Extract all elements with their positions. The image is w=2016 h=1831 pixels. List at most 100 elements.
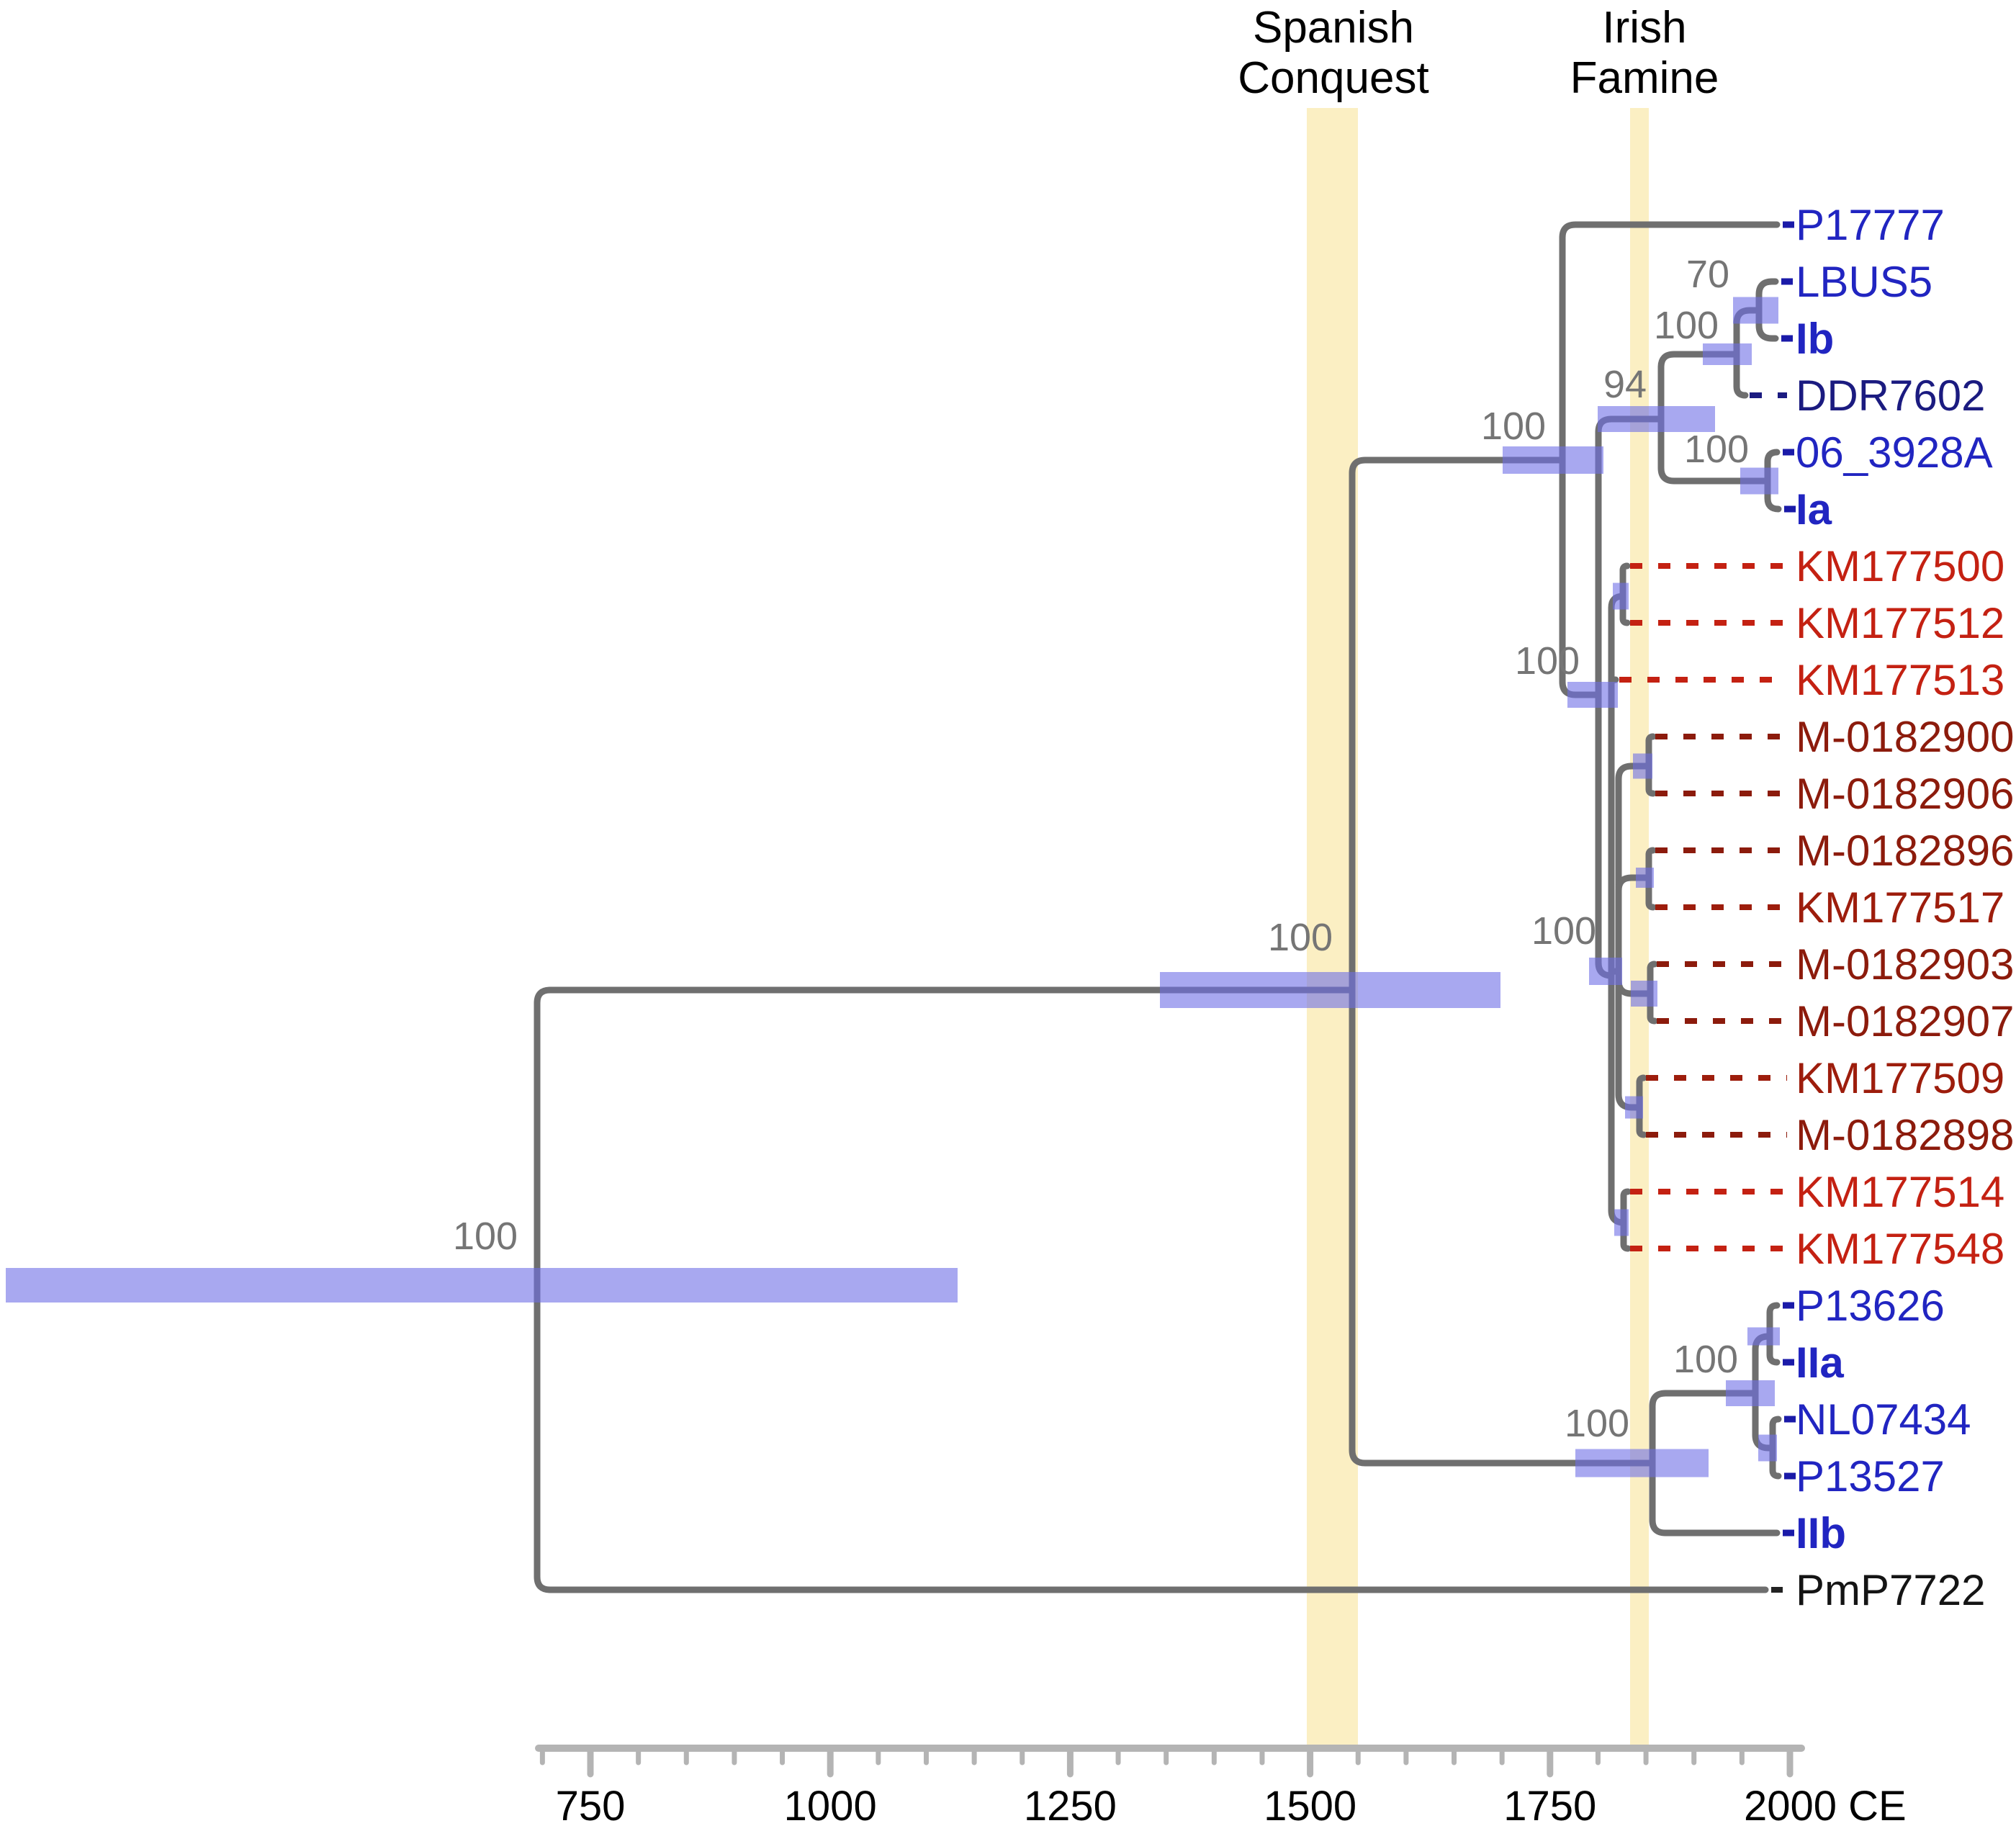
tip-label-pmp7722: PmP7722 xyxy=(1796,1566,1986,1614)
hpd-bar-nia xyxy=(1740,467,1778,495)
hpd-bar-pairnl xyxy=(1758,1434,1777,1462)
branch-tip-p13527 xyxy=(1769,1444,1782,1480)
branch-tip-iia xyxy=(1766,1333,1781,1366)
branch-tip-06-3928a xyxy=(1764,449,1781,485)
hpd-bar-n1 xyxy=(1613,582,1629,610)
tip-label-km177517: KM177517 xyxy=(1796,883,2004,932)
hpd-bar-n2a xyxy=(1633,753,1652,779)
branch-tip-lbus5 xyxy=(1755,278,1779,314)
tip-label-km177512: KM177512 xyxy=(1796,599,2004,647)
branch-cladei xyxy=(1349,456,1566,994)
branch-tip-m-0182898 xyxy=(1636,1104,1647,1138)
branch-tip-km177509 xyxy=(1636,1074,1647,1111)
tip-label-km177509: KM177509 xyxy=(1796,1054,2004,1102)
event-label-irish-famine: Irish Famine xyxy=(1414,3,1875,104)
axis-label-1500: 1500 xyxy=(1264,1783,1356,1830)
tip-label-km177514: KM177514 xyxy=(1796,1168,2004,1216)
branch-n2b xyxy=(1615,874,1652,975)
axis-label-2000: 2000 CE xyxy=(1744,1783,1907,1830)
tip-label-ddr7602: DDR7602 xyxy=(1796,372,1985,420)
hpd-bar-n2 xyxy=(1589,958,1622,985)
branch-nia xyxy=(1657,415,1771,485)
hpd-bar-n3 xyxy=(1614,1209,1629,1236)
tip-label-km177500: KM177500 xyxy=(1796,542,2004,590)
hpd-bar-n2c xyxy=(1631,981,1657,1007)
tip-label-km177548: KM177548 xyxy=(1796,1225,2004,1273)
tip-label-06-3928a: 06_3928A xyxy=(1796,428,1993,477)
support-label-n94: 94 xyxy=(1603,363,1647,406)
branch-tip-ia xyxy=(1764,477,1782,513)
branch-tip-m-0182903 xyxy=(1647,961,1658,997)
tip-label-km177513: KM177513 xyxy=(1796,656,2004,704)
event-label-line: Famine xyxy=(1570,53,1719,103)
hpd-bar-coreii xyxy=(1726,1380,1775,1406)
branch-nibgrp xyxy=(1657,351,1740,423)
hpd-bar-cladeii xyxy=(1575,1449,1709,1477)
branch-tip-iib xyxy=(1649,1459,1781,1537)
event-label-spanish-conquest: Spanish Conquest xyxy=(1103,3,1564,104)
tip-label-m-0182906: M-0182906 xyxy=(1796,770,2015,818)
branch-tip-km177514 xyxy=(1620,1188,1632,1226)
branch-tip-km177517 xyxy=(1645,874,1657,911)
hpd-bar-n2d xyxy=(1625,1096,1643,1119)
event-label-line: Conquest xyxy=(1238,53,1429,103)
branch-tip-ddr7602 xyxy=(1733,351,1749,399)
tip-label-m-0182907: M-0182907 xyxy=(1796,997,2015,1045)
branch-tip-km177548 xyxy=(1620,1219,1632,1252)
branch-tip-p13626 xyxy=(1766,1302,1781,1340)
branch-tip-km177513 xyxy=(1608,676,1619,979)
branch-tip-m-0182906 xyxy=(1645,762,1657,797)
support-label-root: 100 xyxy=(453,1215,518,1258)
branch-cladeii xyxy=(1349,986,1656,1467)
tip-label-p17777: P17777 xyxy=(1796,201,1945,249)
support-label-ingroup: 100 xyxy=(1268,916,1333,959)
axis-label-1000: 1000 xyxy=(784,1783,877,1830)
branch-n94 xyxy=(1595,415,1665,698)
branch-tip-m-0182900 xyxy=(1645,733,1657,770)
support-label-cladeii: 100 xyxy=(1565,1402,1629,1445)
event-band-irish-famine xyxy=(1630,108,1649,1748)
tip-label-lbus5: LBUS5 xyxy=(1796,258,1932,306)
hpd-bar-nibgrp xyxy=(1703,343,1752,365)
hpd-bar-root xyxy=(6,1268,958,1303)
tip-label-iia: IIa xyxy=(1796,1339,1844,1387)
tip-label-m-0182900: M-0182900 xyxy=(1796,713,2015,761)
branch-coreii xyxy=(1649,1390,1759,1467)
support-label-nia: 100 xyxy=(1684,428,1749,471)
support-label-n70: 70 xyxy=(1686,253,1729,296)
event-label-line: Irish xyxy=(1602,3,1687,53)
tip-label-nl07434: NL07434 xyxy=(1796,1395,1971,1444)
branch-ingroup xyxy=(534,986,1356,1289)
tip-label-iib: IIb xyxy=(1796,1509,1846,1557)
axis-label-1250: 1250 xyxy=(1024,1783,1117,1830)
branch-tip-m-0182907 xyxy=(1647,990,1658,1025)
branch-n2a xyxy=(1615,762,1652,975)
branch-tip-km177500 xyxy=(1619,562,1631,600)
hpd-bar-n94 xyxy=(1598,406,1715,432)
hpd-bar-pairiia xyxy=(1747,1327,1780,1346)
tip-label-m-0182896: M-0182896 xyxy=(1796,827,2015,875)
support-label-n2: 100 xyxy=(1531,909,1596,953)
branch-tip-ib xyxy=(1755,307,1779,342)
support-label-cladei: 100 xyxy=(1481,405,1546,448)
tip-label-m-0182898: M-0182898 xyxy=(1796,1111,2015,1159)
tip-label-p13626: P13626 xyxy=(1796,1282,1945,1330)
hpd-bar-ingroup xyxy=(1160,972,1500,1008)
branch-tip-nl07434 xyxy=(1769,1416,1782,1452)
tip-label-m-0182903: M-0182903 xyxy=(1796,940,2015,989)
support-label-coreii: 100 xyxy=(1673,1338,1738,1381)
support-label-nibgrp: 100 xyxy=(1654,304,1719,347)
branch-tip-pmp7722 xyxy=(534,1282,1769,1593)
hpd-bar-herball xyxy=(1567,682,1618,708)
branch-tip-m-0182896 xyxy=(1645,847,1657,881)
axis-label-1750: 1750 xyxy=(1503,1783,1596,1830)
tip-label-p13527: P13527 xyxy=(1796,1452,1945,1501)
support-label-herball: 100 xyxy=(1515,639,1580,683)
hpd-bar-cladei xyxy=(1503,446,1603,474)
branch-tip-km177512 xyxy=(1619,593,1631,626)
hpd-bar-n2b xyxy=(1636,868,1654,888)
hpd-bar-n70 xyxy=(1733,297,1778,324)
branch-tip-p17777 xyxy=(1559,221,1781,464)
